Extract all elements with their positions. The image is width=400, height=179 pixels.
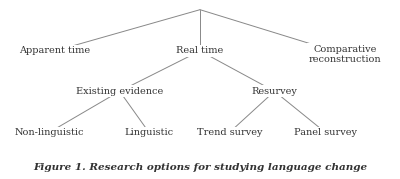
Text: Real time: Real time — [176, 46, 224, 55]
Text: Figure 1. Research options for studying language change: Figure 1. Research options for studying … — [33, 163, 367, 172]
Text: Comparative
reconstruction: Comparative reconstruction — [309, 45, 381, 64]
Text: Trend survey: Trend survey — [197, 128, 262, 137]
Text: Non-linguistic: Non-linguistic — [14, 128, 84, 137]
Text: Linguistic: Linguistic — [124, 128, 174, 137]
Text: Resurvey: Resurvey — [252, 87, 298, 96]
Text: Panel survey: Panel survey — [294, 128, 357, 137]
Text: Apparent time: Apparent time — [19, 46, 90, 55]
Text: Existing evidence: Existing evidence — [76, 87, 163, 96]
